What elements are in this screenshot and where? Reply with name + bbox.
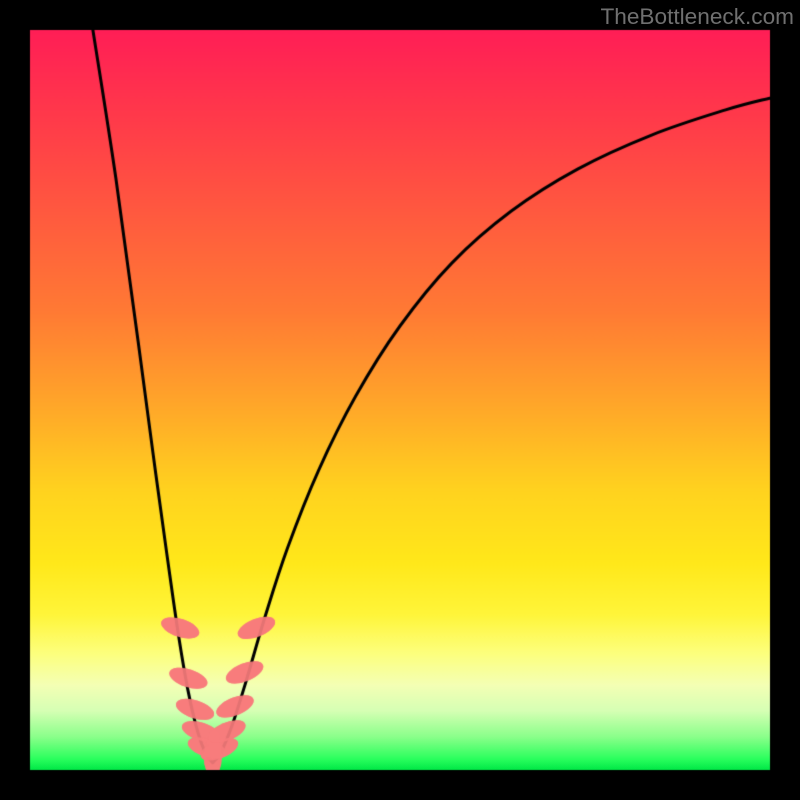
chart-container: TheBottleneck.com xyxy=(0,0,800,800)
bottleneck-chart-canvas xyxy=(0,0,800,800)
